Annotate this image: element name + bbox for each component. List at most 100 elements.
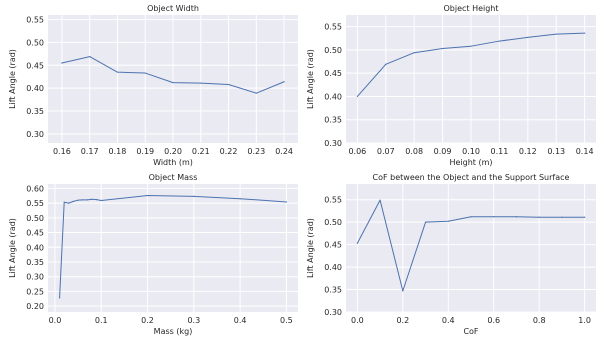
data-point [379,199,381,201]
chart-title: CoF between the Object and the Support S… [373,173,570,182]
x-tick-label: 0.07 [377,147,395,156]
x-tick-label: 0.22 [220,147,238,156]
y-tick-label: 0.35 [26,258,44,267]
x-tick-label: 0.13 [547,147,565,156]
data-point [72,200,75,202]
x-tick-label: 0.21 [192,147,210,156]
data-point [82,199,84,201]
data-point [227,83,230,86]
x-tick-label: 0.0 [351,316,364,325]
chart-title: Object Width [147,4,199,13]
data-point [498,40,501,42]
y-tick-label: 0.50 [26,214,44,223]
y-tick-label: 0.20 [26,302,44,311]
data-point [413,52,415,54]
x-tick-label: 0.10 [462,147,480,156]
y-tick-label: 0.50 [324,46,342,55]
data-point [402,290,404,292]
plot-area [346,184,596,312]
y-tick-label: 0.50 [26,38,44,47]
x-tick-label: 0.23 [247,147,265,156]
x-tick-label: 0.0 [49,316,62,325]
data-point [100,199,102,202]
data-point [356,95,358,98]
x-tick-label: 0.5 [280,316,293,325]
data-point [146,194,149,197]
y-tick-label: 0.30 [324,308,342,317]
x-axis-label: Height (m) [449,158,492,167]
data-point [86,199,88,201]
x-tick-label: 0.3 [187,316,200,325]
chart-panel-3: 0.0 0.1 0.2 0.3 0.4 0.5 0.20 0.25 0.30 0.35 0.40 0.… [8,173,298,336]
data-point [584,32,586,34]
data-point [470,216,472,218]
x-tick-label: 0.2 [141,316,154,325]
x-tick-label: 0.2 [396,316,409,325]
chart-panel-2: 0.06 0.07 0.08 0.09 0.10 0.11 0.12 0.13 0.14 0.30… [306,4,596,167]
plot-area [48,184,298,312]
x-tick-label: 0.17 [81,147,99,156]
x-tick-label: 0.8 [533,316,546,325]
x-tick-label: 0.16 [53,147,71,156]
data-point [116,71,119,73]
y-tick-label: 0.30 [26,130,44,139]
data-point [200,82,202,84]
data-point [385,63,387,65]
x-axis-label: Width (m) [153,158,193,167]
y-tick-label: 0.35 [324,116,342,125]
data-point [239,198,241,200]
data-point [555,33,557,35]
chart-title: Object Height [443,4,498,13]
y-axis-label: Lift Angle (rad) [8,218,17,278]
x-tick-label: 0.4 [442,316,455,325]
x-tick-label: 0.1 [95,316,108,325]
x-tick-label: 1.0 [578,316,591,325]
data-point [68,202,70,204]
data-point [89,56,91,58]
data-point [424,221,427,223]
y-tick-label: 0.40 [26,243,44,252]
x-tick-label: 0.11 [491,147,509,156]
x-tick-label: 0.19 [136,147,154,156]
y-tick-label: 0.45 [324,241,342,250]
y-axis-label: Lift Angle (rad) [8,49,17,109]
data-point [561,216,563,218]
chart-panel-4: 0.0 0.2 0.4 0.6 0.8 1.0 0.30 0.35 0.40 0.45 0.50 0.… [306,173,596,336]
x-axis-label: CoF [463,327,478,336]
data-point [144,72,146,74]
data-point [255,92,257,94]
data-point [283,81,285,83]
x-tick-label: 0.24 [275,147,293,156]
data-point [96,198,98,201]
series-line [59,194,287,298]
x-tick-label: 0.06 [348,147,366,156]
data-point [470,45,472,47]
y-tick-label: 0.45 [26,229,44,238]
y-tick-label: 0.30 [26,273,44,282]
x-tick-label: 0.12 [519,147,537,156]
y-tick-label: 0.55 [26,199,44,208]
y-tick-label: 0.35 [324,286,342,295]
y-tick-label: 0.55 [324,23,342,32]
data-point [193,195,195,197]
data-point [63,201,65,203]
y-tick-label: 0.25 [26,287,44,296]
y-tick-label: 0.45 [324,69,342,78]
x-axis-label: Mass (kg) [154,327,193,336]
chart-panel-1: 0.16 0.17 0.18 0.19 0.20 0.21 0.22 0.23 0.24 0.30… [8,4,298,167]
y-axis-label: Lift Angle (rad) [306,49,315,109]
x-tick-label: 0.08 [405,147,423,156]
chart-title: Object Mass [149,173,198,182]
x-tick-label: 0.09 [434,147,452,156]
data-point [441,47,444,50]
x-tick-label: 0.6 [487,316,500,325]
data-point [77,199,79,201]
data-point [356,242,358,244]
y-tick-label: 0.40 [324,263,342,272]
y-tick-label: 0.35 [26,107,44,116]
data-point [493,216,495,218]
x-tick-label: 0.14 [576,147,594,156]
x-tick-label: 0.4 [234,316,247,325]
y-tick-label: 0.55 [26,16,44,25]
